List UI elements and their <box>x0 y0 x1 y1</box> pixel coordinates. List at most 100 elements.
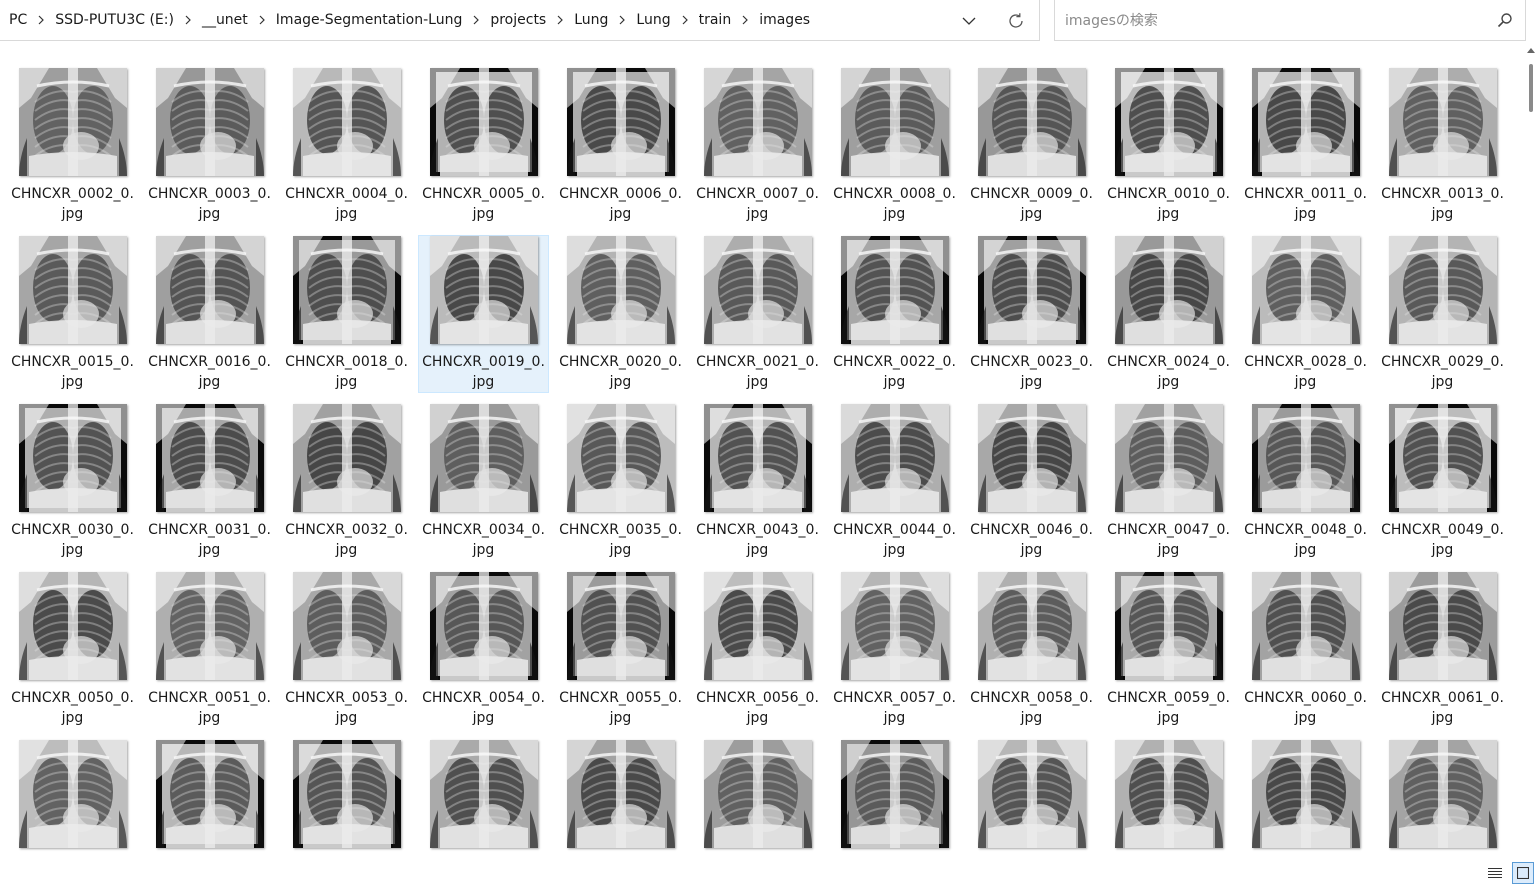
file-thumbnail[interactable] <box>566 68 675 176</box>
file-thumbnail[interactable] <box>155 236 264 344</box>
file-thumbnail[interactable] <box>840 740 949 848</box>
file-thumbnail[interactable] <box>18 68 127 176</box>
file-thumbnail[interactable] <box>18 572 127 680</box>
file-item[interactable]: CHNCXR_0046_0. jpg <box>966 403 1097 561</box>
file-item[interactable] <box>1240 739 1371 856</box>
breadcrumb-item[interactable]: images <box>759 12 811 28</box>
file-item[interactable]: CHNCXR_0006_0. jpg <box>555 67 686 225</box>
file-item[interactable]: CHNCXR_0011_0. jpg <box>1240 67 1371 225</box>
file-item[interactable] <box>1377 739 1508 856</box>
file-thumbnail[interactable] <box>292 740 401 848</box>
file-item[interactable]: CHNCXR_0018_0. jpg <box>281 235 412 393</box>
file-thumbnail[interactable] <box>840 404 949 512</box>
file-thumbnail[interactable] <box>1114 572 1223 680</box>
file-item[interactable]: CHNCXR_0031_0. jpg <box>144 403 275 561</box>
file-item[interactable] <box>1103 739 1234 856</box>
file-thumbnail[interactable] <box>292 404 401 512</box>
file-thumbnail[interactable] <box>155 404 264 512</box>
file-thumbnail[interactable] <box>1114 740 1223 848</box>
file-thumbnail[interactable] <box>566 572 675 680</box>
breadcrumb-item[interactable]: PC <box>9 12 28 28</box>
file-thumbnail[interactable] <box>977 404 1086 512</box>
file-item[interactable]: CHNCXR_0032_0. jpg <box>281 403 412 561</box>
file-thumbnail[interactable] <box>703 404 812 512</box>
file-item[interactable]: CHNCXR_0051_0. jpg <box>144 571 275 729</box>
file-item[interactable]: CHNCXR_0030_0. jpg <box>7 403 138 561</box>
search-input[interactable] <box>1063 9 1487 33</box>
file-thumbnail[interactable] <box>840 236 949 344</box>
file-item[interactable] <box>966 739 1097 856</box>
file-item[interactable]: CHNCXR_0004_0. jpg <box>281 67 412 225</box>
file-thumbnail[interactable] <box>18 740 127 848</box>
file-thumbnail[interactable] <box>1114 68 1223 176</box>
file-thumbnail[interactable] <box>1114 236 1223 344</box>
file-item[interactable]: CHNCXR_0008_0. jpg <box>829 67 960 225</box>
file-thumbnail[interactable] <box>429 68 538 176</box>
file-thumbnail[interactable] <box>566 740 675 848</box>
file-thumbnail[interactable] <box>429 236 538 344</box>
file-thumbnail[interactable] <box>18 404 127 512</box>
file-item[interactable]: CHNCXR_0009_0. jpg <box>966 67 1097 225</box>
file-thumbnail[interactable] <box>1251 68 1360 176</box>
breadcrumb-item[interactable]: Lung <box>574 12 609 28</box>
file-thumbnail[interactable] <box>703 68 812 176</box>
file-item[interactable] <box>144 739 275 856</box>
refresh-button[interactable] <box>1002 8 1030 34</box>
file-item[interactable] <box>418 739 549 856</box>
file-thumbnail[interactable] <box>155 572 264 680</box>
file-thumbnail[interactable] <box>977 740 1086 848</box>
file-item[interactable]: CHNCXR_0050_0. jpg <box>7 571 138 729</box>
file-item[interactable]: CHNCXR_0034_0. jpg <box>418 403 549 561</box>
file-item[interactable] <box>7 739 138 856</box>
file-item[interactable]: CHNCXR_0059_0. jpg <box>1103 571 1234 729</box>
breadcrumb-item[interactable]: Image-Segmentation-Lung <box>275 12 463 28</box>
file-thumbnail[interactable] <box>155 68 264 176</box>
file-thumbnail[interactable] <box>977 236 1086 344</box>
file-item[interactable]: CHNCXR_0023_0. jpg <box>966 235 1097 393</box>
file-thumbnail[interactable] <box>1388 236 1497 344</box>
breadcrumb-separator[interactable] <box>611 15 633 25</box>
file-thumbnail[interactable] <box>1388 404 1497 512</box>
breadcrumb-separator[interactable] <box>30 15 52 25</box>
file-item[interactable]: CHNCXR_0002_0. jpg <box>7 67 138 225</box>
file-item[interactable] <box>555 739 686 856</box>
file-item[interactable]: CHNCXR_0021_0. jpg <box>692 235 823 393</box>
file-item[interactable]: CHNCXR_0056_0. jpg <box>692 571 823 729</box>
file-thumbnail[interactable] <box>18 236 127 344</box>
scrollbar-thumb[interactable] <box>1529 64 1533 112</box>
file-item[interactable]: CHNCXR_0005_0. jpg <box>418 67 549 225</box>
large-icons-view-button[interactable] <box>1512 862 1534 884</box>
file-item[interactable]: CHNCXR_0061_0. jpg <box>1377 571 1508 729</box>
file-thumbnail[interactable] <box>292 572 401 680</box>
file-item[interactable]: CHNCXR_0058_0. jpg <box>966 571 1097 729</box>
file-item[interactable]: CHNCXR_0007_0. jpg <box>692 67 823 225</box>
file-thumbnail[interactable] <box>977 68 1086 176</box>
file-item[interactable] <box>692 739 823 856</box>
file-item[interactable]: CHNCXR_0024_0. jpg <box>1103 235 1234 393</box>
breadcrumb-separator[interactable] <box>251 15 273 25</box>
file-item[interactable]: CHNCXR_0020_0. jpg <box>555 235 686 393</box>
file-item[interactable]: CHNCXR_0043_0. jpg <box>692 403 823 561</box>
file-thumbnail[interactable] <box>429 572 538 680</box>
details-view-button[interactable] <box>1484 862 1506 884</box>
vertical-scrollbar[interactable] <box>1522 42 1540 856</box>
file-item[interactable]: CHNCXR_0013_0. jpg <box>1377 67 1508 225</box>
file-thumbnail[interactable] <box>1388 572 1497 680</box>
file-thumbnail[interactable] <box>1251 236 1360 344</box>
file-item[interactable] <box>829 739 960 856</box>
file-thumbnail[interactable] <box>1388 740 1497 848</box>
file-thumbnail[interactable] <box>840 68 949 176</box>
file-thumbnail[interactable] <box>703 572 812 680</box>
file-thumbnail[interactable] <box>977 572 1086 680</box>
breadcrumb-item[interactable]: __unet <box>201 12 248 28</box>
address-bar[interactable]: PC SSD-PUTU3C (E:) __unet Image-Segmentatio… <box>0 0 1040 41</box>
file-view[interactable]: CHNCXR_0002_0. jpg CHNCXR_0003_0. jpg CHNC… <box>0 42 1522 856</box>
scroll-up-arrow-icon[interactable] <box>1526 46 1536 54</box>
file-item[interactable]: CHNCXR_0048_0. jpg <box>1240 403 1371 561</box>
file-thumbnail[interactable] <box>155 740 264 848</box>
breadcrumb-separator[interactable] <box>549 15 571 25</box>
search-box[interactable] <box>1054 0 1526 41</box>
breadcrumb-separator[interactable] <box>674 15 696 25</box>
file-thumbnail[interactable] <box>566 404 675 512</box>
breadcrumb-item[interactable]: Lung <box>636 12 671 28</box>
